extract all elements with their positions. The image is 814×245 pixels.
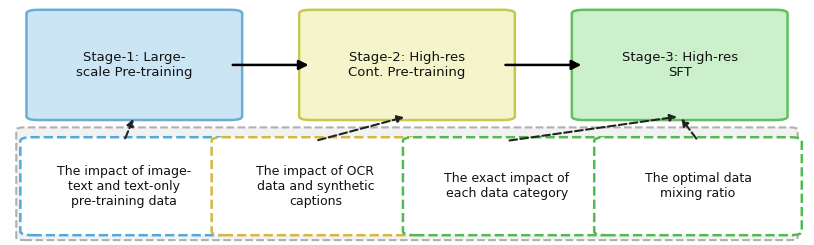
FancyBboxPatch shape xyxy=(212,137,419,235)
FancyBboxPatch shape xyxy=(300,10,515,120)
FancyBboxPatch shape xyxy=(16,127,798,240)
FancyBboxPatch shape xyxy=(571,10,788,120)
FancyBboxPatch shape xyxy=(20,137,228,235)
FancyBboxPatch shape xyxy=(403,137,610,235)
FancyBboxPatch shape xyxy=(27,10,243,120)
Text: The impact of image-
text and text-only
pre-training data: The impact of image- text and text-only … xyxy=(57,165,191,208)
FancyBboxPatch shape xyxy=(594,137,802,235)
Text: The exact impact of
each data category: The exact impact of each data category xyxy=(444,172,569,200)
Text: Stage-3: High-res
SFT: Stage-3: High-res SFT xyxy=(622,51,737,79)
Text: The impact of OCR
data and synthetic
captions: The impact of OCR data and synthetic cap… xyxy=(256,165,374,208)
Text: The optimal data
mixing ratio: The optimal data mixing ratio xyxy=(645,172,751,200)
Text: Stage-1: Large-
scale Pre-training: Stage-1: Large- scale Pre-training xyxy=(76,51,193,79)
Text: Stage-2: High-res
Cont. Pre-training: Stage-2: High-res Cont. Pre-training xyxy=(348,51,466,79)
